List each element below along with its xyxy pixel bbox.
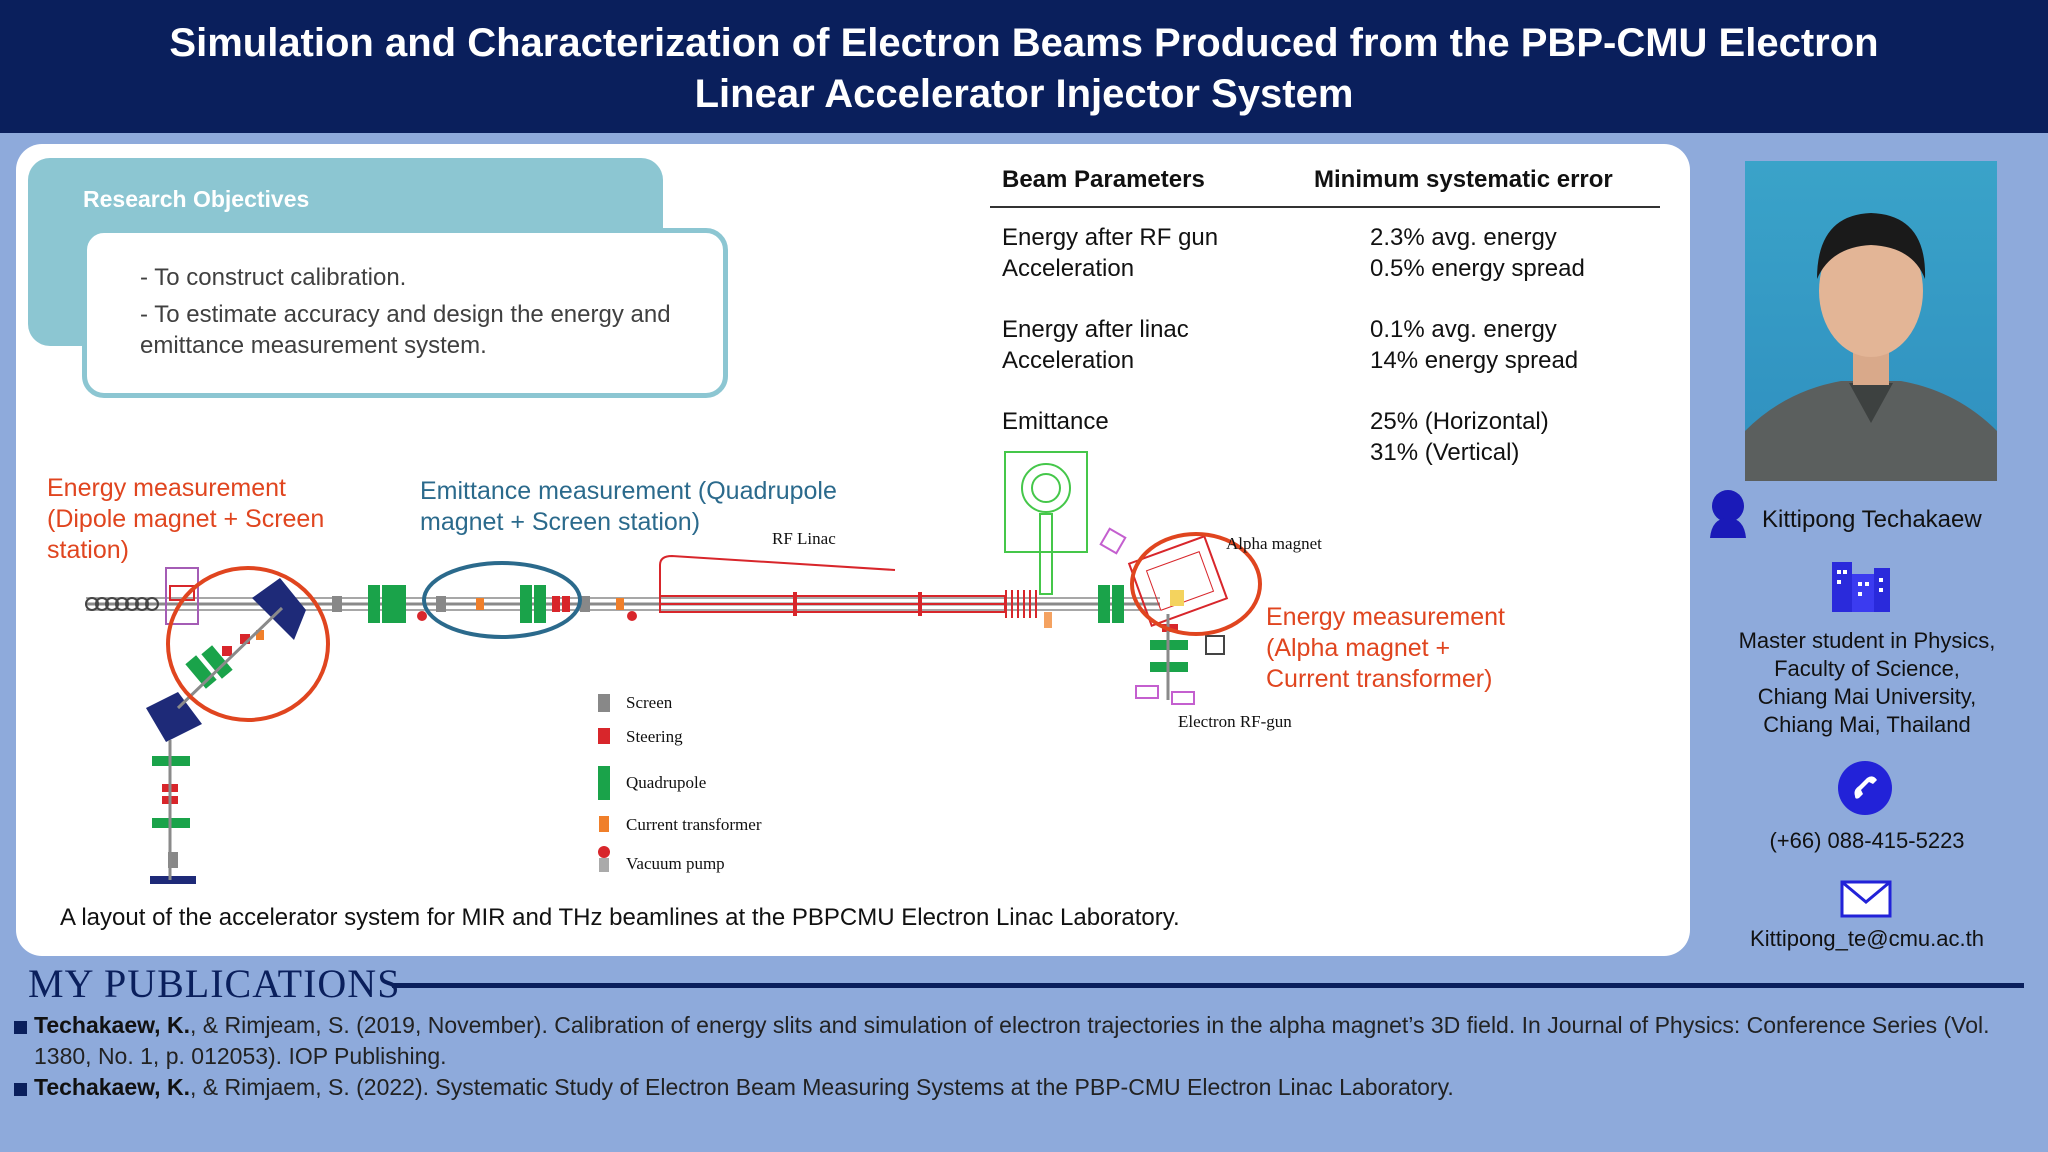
legend-quadrupole: Quadrupole xyxy=(626,773,707,792)
alpha-magnet-label: Alpha magnet xyxy=(1226,534,1322,553)
poster-title-line-2: Linear Accelerator Injector System xyxy=(694,72,1354,116)
email-address[interactable]: Kittipong_te@cmu.ac.th xyxy=(1750,926,1984,951)
table-row: Emittance 25% (Horizontal) 31% (Vertical) xyxy=(990,406,1660,468)
legend-symbols xyxy=(598,694,610,872)
param-name: Acceleration xyxy=(1002,255,1135,282)
current-transformers xyxy=(256,598,624,640)
objective-item: - To construct calibration. xyxy=(140,264,407,291)
bullet-icon xyxy=(14,1021,27,1034)
phone-number[interactable]: (+66) 088-415-5223 xyxy=(1769,828,1965,853)
publication-citation: , & Rimjeam, S. (2019, November). Calibr… xyxy=(34,1012,1990,1069)
energy-alpha-label: Energy measurement (Alpha magnet + Curre… xyxy=(1266,603,1506,693)
table-header-error: Minimum systematic error xyxy=(1314,166,1613,193)
publication-item: Techakaew, K., & Rimjaem, S. (2022). Sys… xyxy=(14,1072,2024,1103)
bullet-icon xyxy=(14,1083,27,1096)
objective-item: - To estimate accuracy and design the en… xyxy=(140,301,671,359)
legend-screen: Screen xyxy=(626,693,673,712)
poster-title-line-1: Simulation and Characterization of Elect… xyxy=(169,21,1879,65)
publications-list: Techakaew, K., & Rimjeam, S. (2019, Nove… xyxy=(14,1010,2024,1103)
beam-parameters-table: Beam Parameters Minimum systematic error… xyxy=(990,166,1660,498)
publication-author: Techakaew, K. xyxy=(34,1074,190,1100)
phone-icon[interactable] xyxy=(1837,760,1893,816)
table-header-row: Beam Parameters Minimum systematic error xyxy=(990,166,1660,208)
poster-header: Simulation and Characterization of Elect… xyxy=(0,0,2048,133)
alpha-highlight-ellipse xyxy=(1130,532,1262,636)
vacuum-pumps xyxy=(222,611,637,656)
legend-steering: Steering xyxy=(626,727,683,746)
contact-name: Kittipong Techakaew xyxy=(1762,506,1982,533)
param-name: Energy after linac xyxy=(1002,316,1189,343)
param-error: 0.5% energy spread xyxy=(1370,255,1585,282)
emittance-highlight-ellipse xyxy=(422,561,582,639)
portrait-photo xyxy=(1745,161,1997,481)
param-error: 2.3% avg. energy xyxy=(1370,224,1557,251)
param-error: 25% (Horizontal) xyxy=(1370,408,1549,435)
table-row: Energy after RF gun Acceleration 2.3% avg… xyxy=(990,222,1660,284)
param-name: Acceleration xyxy=(1002,347,1135,374)
diagram-caption: A layout of the accelerator system for M… xyxy=(60,904,1180,931)
table-header-params: Beam Parameters xyxy=(1002,166,1205,193)
param-error: 0.1% avg. energy xyxy=(1370,316,1557,343)
electron-rf-gun-label: Electron RF-gun xyxy=(1178,712,1292,731)
publications-divider xyxy=(392,983,2024,988)
screen-stations xyxy=(168,596,590,868)
building-icon xyxy=(1832,562,1890,612)
objectives-list: - To construct calibration. - To estimat… xyxy=(140,262,710,367)
objectives-box xyxy=(82,228,728,398)
affiliation: Master student in Physics, Faculty of Sc… xyxy=(1738,628,1996,737)
legend-current-transformer: Current transformer xyxy=(626,815,762,834)
publications-title: MY PUBLICATIONS xyxy=(28,961,401,1006)
portrait-figure xyxy=(1745,213,1997,481)
user-icon xyxy=(1710,490,1746,538)
gun-coils xyxy=(85,597,159,611)
publication-citation: , & Rimjaem, S. (2022). Systematic Study… xyxy=(189,1074,1454,1100)
legend-vacuum-pump: Vacuum pump xyxy=(626,854,725,873)
objectives-title: Research Objectives xyxy=(83,186,310,212)
email-icon[interactable] xyxy=(1840,880,1892,918)
param-name: Energy after RF gun xyxy=(1002,224,1219,251)
param-error: 31% (Vertical) xyxy=(1370,439,1520,466)
table-row: Energy after linac Acceleration 0.1% avg.… xyxy=(990,314,1660,376)
publication-item: Techakaew, K., & Rimjeam, S. (2019, Nove… xyxy=(14,1010,2024,1072)
energy-dipole-label: Energy measurement (Dipole magnet + Scre… xyxy=(47,474,325,564)
dipole-highlight-ellipse xyxy=(166,566,330,722)
publication-author: Techakaew, K. xyxy=(34,1012,190,1038)
emittance-label: Emittance measurement (Quadrupole magnet… xyxy=(420,477,837,536)
param-name: Emittance xyxy=(1002,408,1109,435)
param-error: 14% energy spread xyxy=(1370,347,1579,374)
rf-linac-label: RF Linac xyxy=(772,529,836,548)
